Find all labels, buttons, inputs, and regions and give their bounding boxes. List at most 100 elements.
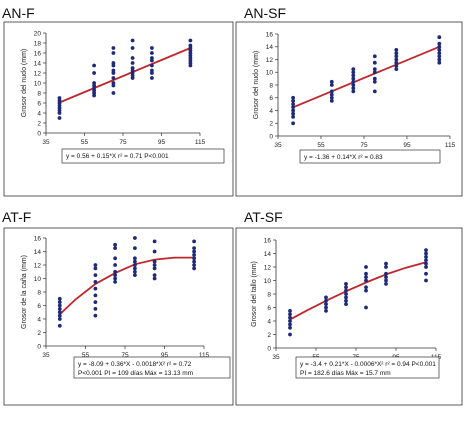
data-point bbox=[192, 259, 197, 264]
data-point bbox=[113, 269, 117, 274]
equation-box bbox=[299, 149, 441, 164]
y-tick-label: 0 bbox=[267, 345, 271, 352]
data-point bbox=[152, 273, 157, 277]
data-point bbox=[344, 295, 348, 300]
data-point bbox=[93, 300, 98, 304]
data-point bbox=[291, 108, 295, 113]
data-point bbox=[351, 83, 356, 87]
data-point bbox=[93, 286, 98, 291]
data-point bbox=[424, 255, 428, 259]
fitted-curve bbox=[292, 45, 440, 109]
data-point bbox=[384, 282, 388, 286]
data-point bbox=[364, 288, 368, 293]
data-point bbox=[437, 54, 442, 59]
equation-line: y = -3.4 + 0.21*X - 0.0006*X² r² = 0.94 … bbox=[300, 361, 436, 368]
y-tick-label: 6 bbox=[267, 305, 271, 312]
y-tick-label: 2 bbox=[37, 330, 41, 337]
data-point bbox=[424, 278, 428, 283]
data-point bbox=[437, 51, 442, 55]
data-point bbox=[288, 312, 292, 317]
data-point bbox=[344, 298, 348, 303]
data-point bbox=[324, 302, 328, 306]
data-point bbox=[351, 67, 356, 71]
data-point bbox=[364, 271, 368, 276]
y-tick-label: 4 bbox=[37, 110, 41, 117]
y-tick-label: 10 bbox=[34, 276, 42, 283]
data-point bbox=[150, 56, 154, 60]
y-tick-label: 2 bbox=[267, 332, 271, 339]
y-tick-label: 8 bbox=[267, 291, 271, 298]
y-tick-label: 16 bbox=[34, 235, 42, 242]
chart-panel-at-sf: AT-SF024681012141635557595115Edad de cor… bbox=[235, 209, 463, 406]
data-point bbox=[291, 115, 295, 119]
data-point bbox=[364, 265, 368, 269]
equation-line: y = 0.56 + 0.15*X r² = 0.71 P<0.001 bbox=[66, 153, 169, 160]
data-point bbox=[130, 66, 135, 70]
data-point bbox=[394, 57, 399, 62]
data-point bbox=[372, 60, 377, 65]
data-point bbox=[372, 54, 377, 59]
data-point bbox=[288, 315, 292, 320]
data-point bbox=[150, 63, 154, 68]
data-point bbox=[152, 266, 157, 271]
data-point bbox=[113, 246, 117, 251]
data-point bbox=[57, 323, 62, 328]
data-point bbox=[57, 116, 62, 120]
equation-line: PI = 182.6 días Máx = 15.7 mm bbox=[300, 370, 391, 377]
data-point bbox=[57, 96, 62, 100]
data-point bbox=[92, 71, 96, 75]
data-point bbox=[288, 319, 292, 323]
data-point bbox=[111, 61, 116, 65]
data-point bbox=[329, 95, 334, 100]
data-point bbox=[364, 305, 368, 310]
data-point bbox=[113, 242, 117, 247]
data-point bbox=[329, 92, 334, 97]
data-point bbox=[384, 275, 388, 279]
data-point bbox=[364, 278, 368, 283]
data-point bbox=[372, 76, 377, 81]
data-point bbox=[111, 51, 116, 55]
data-point bbox=[288, 325, 292, 330]
data-point bbox=[150, 76, 154, 80]
y-tick-label: 2 bbox=[269, 121, 273, 128]
equation-line: y = -8.09 + 0.36*X - 0.0018*X² r² = 0.72 bbox=[78, 361, 192, 368]
data-point bbox=[372, 79, 377, 84]
data-point bbox=[394, 60, 399, 65]
data-point bbox=[192, 263, 197, 267]
data-point bbox=[384, 261, 388, 266]
data-point bbox=[113, 280, 117, 284]
x-tick-label: 115 bbox=[199, 352, 210, 359]
data-point bbox=[324, 305, 328, 310]
data-point bbox=[329, 83, 334, 87]
x-tick-label: 95 bbox=[403, 142, 411, 149]
data-point bbox=[192, 239, 197, 244]
x-tick-label: 35 bbox=[42, 352, 50, 359]
y-tick-label: 10 bbox=[34, 80, 42, 87]
data-point bbox=[113, 256, 117, 261]
data-point bbox=[394, 67, 399, 71]
data-point bbox=[111, 76, 116, 80]
y-tick-label: 8 bbox=[37, 289, 41, 296]
data-point bbox=[291, 102, 295, 106]
panel-frame bbox=[3, 227, 234, 406]
y-tick-label: 14 bbox=[264, 251, 272, 258]
panel-title: AN-F bbox=[2, 5, 35, 21]
y-tick-label: 10 bbox=[264, 278, 272, 285]
y-tick-label: 10 bbox=[266, 70, 274, 77]
y-tick-label: 16 bbox=[34, 50, 42, 57]
chart-panel-an-f: AN-F0246810121416182035557595115Edad de … bbox=[2, 5, 234, 197]
y-tick-label: 18 bbox=[34, 40, 42, 47]
data-point bbox=[92, 81, 96, 85]
data-point bbox=[152, 276, 157, 281]
panel-title: AN-SF bbox=[244, 5, 286, 21]
data-point bbox=[111, 46, 116, 50]
data-point bbox=[344, 285, 348, 290]
y-axis-label: Grosor del nudo (mm) bbox=[21, 49, 28, 117]
x-tick-label: 55 bbox=[82, 352, 90, 359]
data-point bbox=[437, 44, 442, 49]
y-tick-label: 6 bbox=[37, 100, 41, 107]
data-point bbox=[93, 280, 98, 284]
data-point bbox=[384, 278, 388, 283]
data-point bbox=[152, 239, 157, 244]
